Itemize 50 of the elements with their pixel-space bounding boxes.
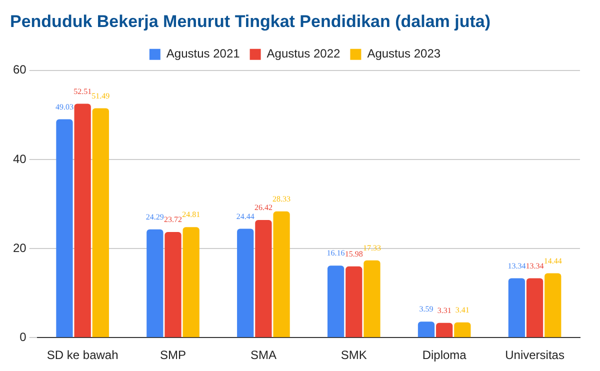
- x-tick-label: SMA: [250, 348, 276, 362]
- chart-title: Penduduk Bekerja Menurut Tingkat Pendidikan (dalam juta): [10, 12, 490, 31]
- data-label: 24.44: [236, 212, 254, 221]
- bar: [327, 266, 344, 338]
- bar: [364, 260, 380, 338]
- data-label: 3.31: [437, 306, 452, 315]
- bar: [436, 322, 453, 338]
- legend-label: Agustus 2023: [367, 46, 441, 61]
- data-label: 24.29: [146, 212, 164, 222]
- data-label: 51.49: [92, 91, 110, 100]
- bar: [454, 322, 471, 338]
- x-tick-label: Diploma: [422, 348, 467, 362]
- bar: [56, 119, 73, 338]
- data-label: 17.33: [362, 244, 381, 253]
- y-tick-label: 60: [12, 62, 27, 77]
- data-label: 16.16: [326, 248, 345, 258]
- x-tick-label: SD ke bawah: [46, 348, 118, 362]
- data-label: 28.33: [272, 194, 291, 204]
- legend-label: Agustus 2022: [266, 46, 341, 61]
- legend-label: Agustus 2021: [166, 46, 240, 61]
- bar: [526, 278, 544, 338]
- bar: [346, 266, 362, 338]
- x-tick-label: SMK: [340, 348, 367, 362]
- data-label: 49.03: [55, 102, 74, 112]
- x-tick-label: Universitas: [505, 348, 564, 362]
- data-label: 24.81: [182, 210, 200, 220]
- bar: [418, 322, 435, 338]
- bar: [273, 211, 290, 338]
- y-tick-label: 20: [12, 240, 27, 255]
- bar: [237, 228, 254, 338]
- y-tick-label: 0: [20, 330, 27, 344]
- data-label: 14.44: [544, 256, 562, 266]
- bar: [544, 273, 562, 338]
- bar: [182, 227, 200, 338]
- y-tick-label: 40: [12, 152, 27, 166]
- bar: [164, 232, 182, 338]
- bar: [508, 278, 526, 338]
- data-label: 3.59: [419, 304, 434, 314]
- data-label: 3.41: [455, 306, 470, 315]
- data-label: 13.34: [508, 261, 526, 270]
- bar: [92, 108, 109, 338]
- bar: [255, 220, 272, 338]
- data-label: 26.42: [254, 203, 272, 212]
- bar: [74, 104, 91, 338]
- bar: [146, 229, 164, 338]
- data-label: 23.72: [164, 215, 182, 224]
- data-label: 15.98: [344, 250, 363, 259]
- data-label: 13.34: [526, 261, 544, 270]
- x-tick-label: SMP: [160, 348, 186, 362]
- data-label: 52.51: [74, 86, 92, 96]
